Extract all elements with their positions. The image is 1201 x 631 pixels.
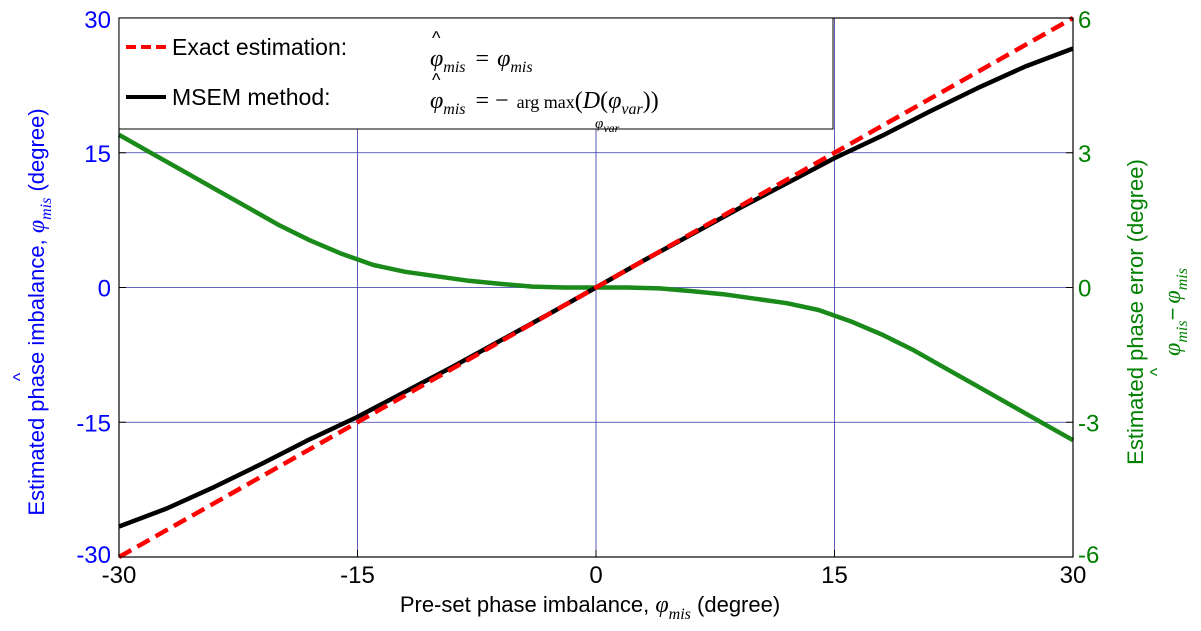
legend: Exact estimation: φmis = φmis ^ MSEM metho…	[118, 17, 834, 135]
legend-formula-msem: φmis = − arg max(D(φvar))	[430, 88, 659, 118]
series-layer	[117, 16, 1075, 559]
legend-formula-exact-hat: ^	[432, 28, 441, 48]
x-axis-label: Pre-set phase imbalance, φmis (degree)	[400, 592, 780, 623]
legend-formula-exact: φmis = φmis	[430, 46, 533, 76]
y-left-tick-label: 0	[98, 276, 111, 303]
x-tick-label: 30	[1060, 562, 1087, 589]
series-exact-estimation	[117, 16, 1075, 559]
y-left-tick-label: -30	[76, 542, 111, 569]
x-tick-label: 0	[589, 562, 602, 589]
y-axis-left-label-hat: ^	[10, 372, 30, 381]
legend-label-exact: Exact estimation:	[172, 34, 347, 60]
y-right-tick-label: -3	[1078, 410, 1099, 437]
y-axis-right-label: Estimated phase error (degree)	[1123, 159, 1148, 465]
x-tick-label: -30	[102, 562, 137, 589]
y-right-tick-label: 6	[1078, 7, 1091, 34]
x-tick-label: -15	[340, 562, 375, 589]
y-right-tick-label: -6	[1078, 542, 1099, 569]
y-right-tick-label: 3	[1078, 141, 1091, 168]
y-left-tick-label: 15	[84, 141, 111, 168]
y-left-tick-label: 30	[84, 7, 111, 34]
y-axis-right-expression: φmis−φmis	[1160, 268, 1191, 356]
x-tick-label: 15	[821, 562, 848, 589]
y-axis-right-expression-hat: ^	[1147, 367, 1167, 376]
legend-formula-msem-op-sub: φvar	[595, 116, 620, 135]
y-right-tick-label: 0	[1078, 276, 1091, 303]
y-axis-left-label: Estimated phase imbalance, φmis (degree)	[24, 108, 55, 515]
legend-box	[118, 17, 834, 130]
legend-label-msem: MSEM method:	[172, 84, 331, 110]
legend-formula-msem-hat: ^	[432, 70, 441, 90]
y-left-tick-label: -15	[76, 410, 111, 437]
